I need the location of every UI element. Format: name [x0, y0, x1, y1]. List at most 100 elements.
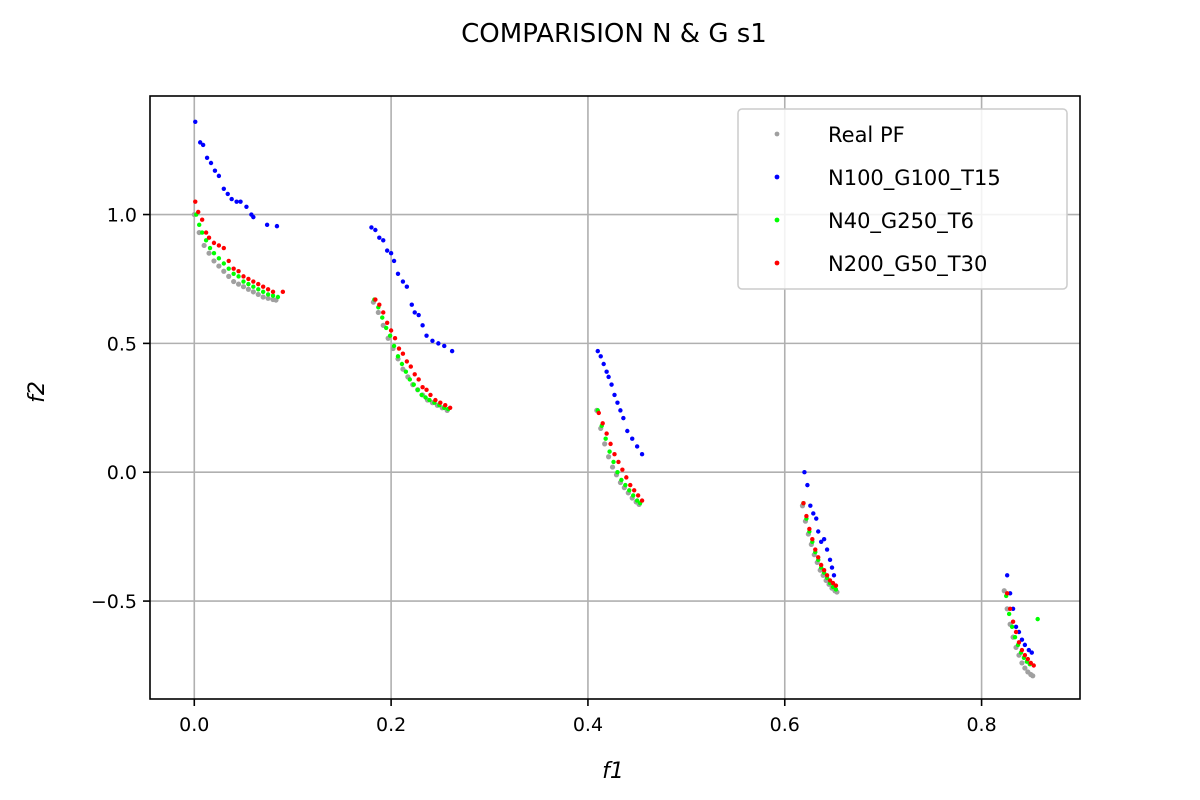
data-point [391, 258, 397, 264]
legend-marker [774, 131, 780, 137]
data-point [260, 284, 266, 289]
data-point [602, 441, 608, 447]
legend-marker [774, 217, 780, 223]
data-point [830, 580, 836, 586]
data-point [639, 451, 645, 457]
x-axis-ticks: 0.0 0.2 0.4 0.6 0.8 [179, 699, 997, 736]
data-point [388, 328, 394, 333]
legend-label: N200_G50_T30 [828, 252, 987, 277]
data-point [802, 470, 807, 475]
data-point [813, 547, 818, 552]
data-point [260, 289, 266, 295]
data-point [199, 217, 205, 222]
data-point [231, 271, 236, 277]
data-point [609, 382, 614, 387]
data-point [1006, 611, 1012, 617]
data-point [1031, 663, 1036, 668]
chart-title: COMPARISION N & G s1 [461, 19, 767, 49]
data-point [280, 289, 286, 295]
data-point [604, 431, 609, 436]
data-point [221, 186, 227, 191]
data-point [601, 361, 606, 367]
data-point [1028, 660, 1033, 666]
data-point [442, 343, 447, 349]
data-point [206, 250, 212, 256]
data-point [427, 397, 432, 403]
data-point [256, 287, 261, 292]
data-point [1026, 647, 1032, 653]
data-point [226, 273, 232, 279]
data-point [265, 292, 271, 297]
data-point [818, 539, 824, 545]
data-point [604, 369, 609, 374]
data-point [229, 196, 234, 202]
data-point [1010, 619, 1016, 624]
y-axis-label: f2 [25, 381, 50, 403]
data-point [615, 400, 620, 405]
data-point [449, 348, 455, 354]
x-tick-label: 0.2 [376, 714, 406, 736]
data-point [1019, 647, 1025, 653]
data-point [606, 454, 612, 460]
data-point [639, 498, 645, 503]
data-point [396, 346, 402, 351]
data-point [251, 279, 256, 284]
data-point [226, 266, 231, 271]
data-point [1022, 665, 1028, 671]
data-point [631, 493, 636, 498]
x-tick-label: 0.4 [573, 714, 603, 736]
data-point [256, 281, 261, 287]
data-point [264, 222, 270, 228]
data-point [615, 470, 620, 475]
data-point [420, 323, 425, 328]
legend-box [737, 108, 1068, 290]
data-point [436, 341, 441, 346]
y-axis-ticks: −0.5 0.0 0.5 1.0 [91, 205, 150, 613]
data-point [197, 222, 202, 228]
data-point [206, 235, 212, 240]
data-point [411, 382, 416, 387]
data-point [236, 274, 241, 279]
data-point [598, 354, 603, 359]
series-3 [193, 199, 1036, 668]
data-point [412, 310, 417, 315]
data-point [381, 238, 386, 243]
data-point [603, 436, 608, 441]
data-point [1013, 624, 1019, 630]
data-point [246, 281, 251, 287]
data-point [811, 511, 816, 516]
data-point [221, 261, 227, 266]
data-point [419, 392, 424, 398]
data-point [216, 243, 222, 248]
legend-label: N100_G100_T15 [828, 166, 1001, 191]
data-point [236, 269, 241, 274]
data-point [216, 263, 222, 269]
legend-marker [774, 260, 780, 266]
data-point [391, 343, 397, 349]
data-point [627, 488, 632, 493]
data-point [827, 557, 833, 563]
x-axis-label: f1 [602, 759, 624, 784]
data-point [616, 459, 621, 465]
data-point [424, 387, 429, 392]
data-point [623, 482, 628, 488]
data-point [807, 526, 812, 532]
data-point [241, 279, 246, 284]
data-point [197, 140, 203, 145]
data-point [1016, 640, 1022, 645]
data-point [201, 242, 207, 249]
data-point [423, 395, 428, 400]
data-point [200, 142, 206, 148]
data-point [808, 503, 813, 508]
data-point [211, 258, 217, 264]
data-point [612, 392, 617, 398]
data-point [816, 555, 821, 560]
y-tick-label: 1.0 [107, 205, 137, 227]
data-point [203, 230, 209, 235]
data-point [203, 238, 209, 243]
legend-label: Real PF [828, 123, 905, 147]
data-point [1025, 656, 1031, 662]
data-point [600, 421, 605, 426]
data-point [375, 309, 381, 316]
data-point [377, 235, 382, 240]
